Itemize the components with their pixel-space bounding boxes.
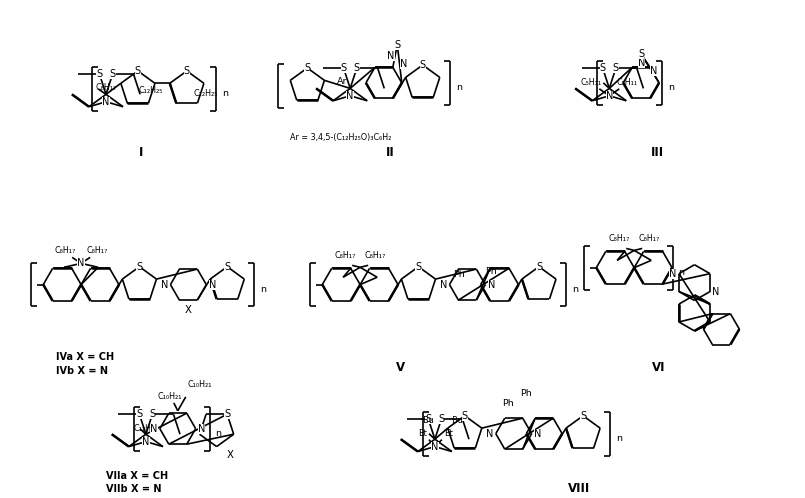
Text: S: S xyxy=(184,66,190,76)
Text: n: n xyxy=(260,285,266,294)
Text: S: S xyxy=(415,262,422,272)
Text: X: X xyxy=(185,305,192,315)
Text: S: S xyxy=(419,60,426,70)
Text: n: n xyxy=(456,83,462,92)
Text: VI: VI xyxy=(652,361,666,374)
Text: N: N xyxy=(638,58,646,68)
Text: VIIb X = N: VIIb X = N xyxy=(106,485,162,495)
Text: n: n xyxy=(572,285,578,294)
Text: C₁₂H₂₅: C₁₂H₂₅ xyxy=(138,86,163,95)
Text: N: N xyxy=(669,269,677,279)
Text: N: N xyxy=(431,442,439,452)
Text: C₅H₁₁: C₅H₁₁ xyxy=(617,78,638,87)
Text: S: S xyxy=(462,411,468,421)
Text: C₁₀H₂₁: C₁₀H₂₁ xyxy=(188,380,212,389)
Text: S: S xyxy=(536,262,542,272)
Text: S: S xyxy=(97,69,102,79)
Text: S: S xyxy=(224,409,230,419)
Text: C₅H₁₁: C₅H₁₁ xyxy=(580,78,602,87)
Text: N: N xyxy=(102,97,109,107)
Text: N: N xyxy=(712,286,720,297)
Text: VIII: VIII xyxy=(568,482,591,495)
Text: N: N xyxy=(534,429,541,439)
Text: C₈H₁₇: C₈H₁₇ xyxy=(638,234,660,243)
Text: C₁₂H₂₅: C₁₂H₂₅ xyxy=(134,424,158,433)
Text: S: S xyxy=(580,411,586,421)
Text: N: N xyxy=(400,59,407,69)
Text: n: n xyxy=(216,429,221,438)
Text: S: S xyxy=(109,69,116,79)
Text: N: N xyxy=(161,279,168,290)
Text: ⁿBu: ⁿBu xyxy=(420,416,434,425)
Text: C₈H₁₇: C₈H₁₇ xyxy=(86,246,108,255)
Text: C₈H₁₇: C₈H₁₇ xyxy=(55,246,76,255)
Text: III: III xyxy=(650,146,663,159)
Text: II: II xyxy=(386,146,394,159)
Text: N: N xyxy=(605,91,613,101)
Text: N: N xyxy=(488,279,495,290)
Text: C₈H₁₇: C₈H₁₇ xyxy=(96,83,117,92)
Text: C₈H₁₇: C₈H₁₇ xyxy=(609,234,630,243)
Text: N: N xyxy=(346,91,354,101)
Text: S: S xyxy=(353,63,360,73)
Text: S: S xyxy=(149,409,155,419)
Text: S: S xyxy=(224,262,230,272)
Text: S: S xyxy=(134,66,141,76)
Text: Ph: Ph xyxy=(485,267,497,276)
Text: Et: Et xyxy=(444,429,453,438)
Text: C₈H₁₇: C₈H₁₇ xyxy=(335,251,356,260)
Text: S: S xyxy=(600,63,606,73)
Text: N: N xyxy=(387,51,394,61)
Text: S: S xyxy=(439,414,444,424)
Text: N: N xyxy=(142,437,150,447)
Text: C₈H₁₇: C₈H₁₇ xyxy=(365,251,386,260)
Text: Ph: Ph xyxy=(453,270,465,279)
Text: N: N xyxy=(151,424,158,434)
Text: N: N xyxy=(198,424,205,434)
Text: Ar = 3,4,5-(C₁₂H₂₅O)₃C₆H₂: Ar = 3,4,5-(C₁₂H₂₅O)₃C₆H₂ xyxy=(291,133,392,142)
Text: N: N xyxy=(486,429,493,439)
Text: Et: Et xyxy=(419,429,427,438)
Text: I: I xyxy=(138,146,143,159)
Text: Ar: Ar xyxy=(337,77,348,86)
Text: ⁿBu: ⁿBu xyxy=(450,416,464,425)
Text: IVa X = CH: IVa X = CH xyxy=(56,352,114,362)
Text: n: n xyxy=(222,89,228,98)
Text: n: n xyxy=(616,434,622,443)
Text: Ph: Ph xyxy=(502,399,514,408)
Text: VIIa X = CH: VIIa X = CH xyxy=(106,472,168,482)
Text: n: n xyxy=(668,83,674,92)
Text: S: S xyxy=(613,63,619,73)
Text: S: S xyxy=(304,63,311,73)
Text: N: N xyxy=(77,258,85,268)
Text: Ph: Ph xyxy=(520,389,531,398)
Text: S: S xyxy=(341,63,347,73)
Text: N: N xyxy=(440,279,447,290)
Text: IVb X = N: IVb X = N xyxy=(56,366,108,376)
Text: C₁₂H₂₅: C₁₂H₂₅ xyxy=(194,89,218,98)
Text: X: X xyxy=(227,450,234,460)
Text: S: S xyxy=(136,262,142,272)
Text: S: S xyxy=(136,409,142,419)
Text: V: V xyxy=(395,361,405,374)
Text: C₁₀H₂₁: C₁₀H₂₁ xyxy=(158,392,182,401)
Text: N: N xyxy=(208,279,216,290)
Text: S: S xyxy=(425,414,431,424)
Text: S: S xyxy=(638,49,644,59)
Text: S: S xyxy=(394,40,400,50)
Text: n: n xyxy=(679,268,684,277)
Text: N: N xyxy=(650,66,658,76)
